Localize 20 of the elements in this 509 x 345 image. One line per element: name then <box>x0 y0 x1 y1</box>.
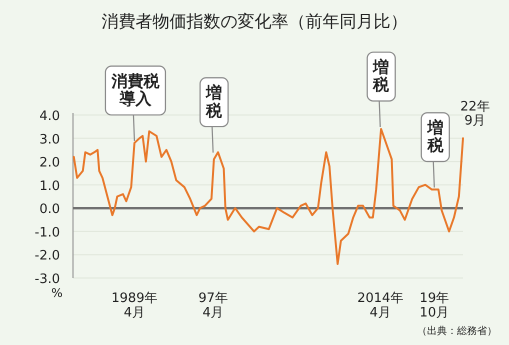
y-tick-label: 3.0 <box>39 132 60 148</box>
annotation: 消費税導入 <box>110 72 160 108</box>
x-tick-label: 97年4月 <box>198 291 228 320</box>
chart-title: 消費者物価指数の変化率（前年同月比） <box>102 12 408 32</box>
x-tick-label: 1989年4月 <box>111 291 158 320</box>
y-tick-label: 4.0 <box>39 109 60 124</box>
annotation: 22年9月 <box>460 99 490 129</box>
x-tick-label: 19年10月 <box>420 291 450 320</box>
y-axis-title: % <box>51 286 63 300</box>
annotation: 増税 <box>205 83 224 120</box>
x-tick-label: 2014年4月 <box>357 291 404 320</box>
y-tick-label: 1.0 <box>39 178 60 194</box>
y-tick-label: -1.0 <box>34 225 60 240</box>
annotation: 増税 <box>372 58 390 94</box>
y-tick-label: 0.0 <box>39 202 60 218</box>
y-tick-label: -3.0 <box>34 272 60 287</box>
y-tick-label: 2.0 <box>39 156 60 171</box>
y-tick-label: -2.0 <box>34 248 60 264</box>
text: （出典：総務省） <box>417 325 497 337</box>
annotation: 増税 <box>426 118 444 155</box>
